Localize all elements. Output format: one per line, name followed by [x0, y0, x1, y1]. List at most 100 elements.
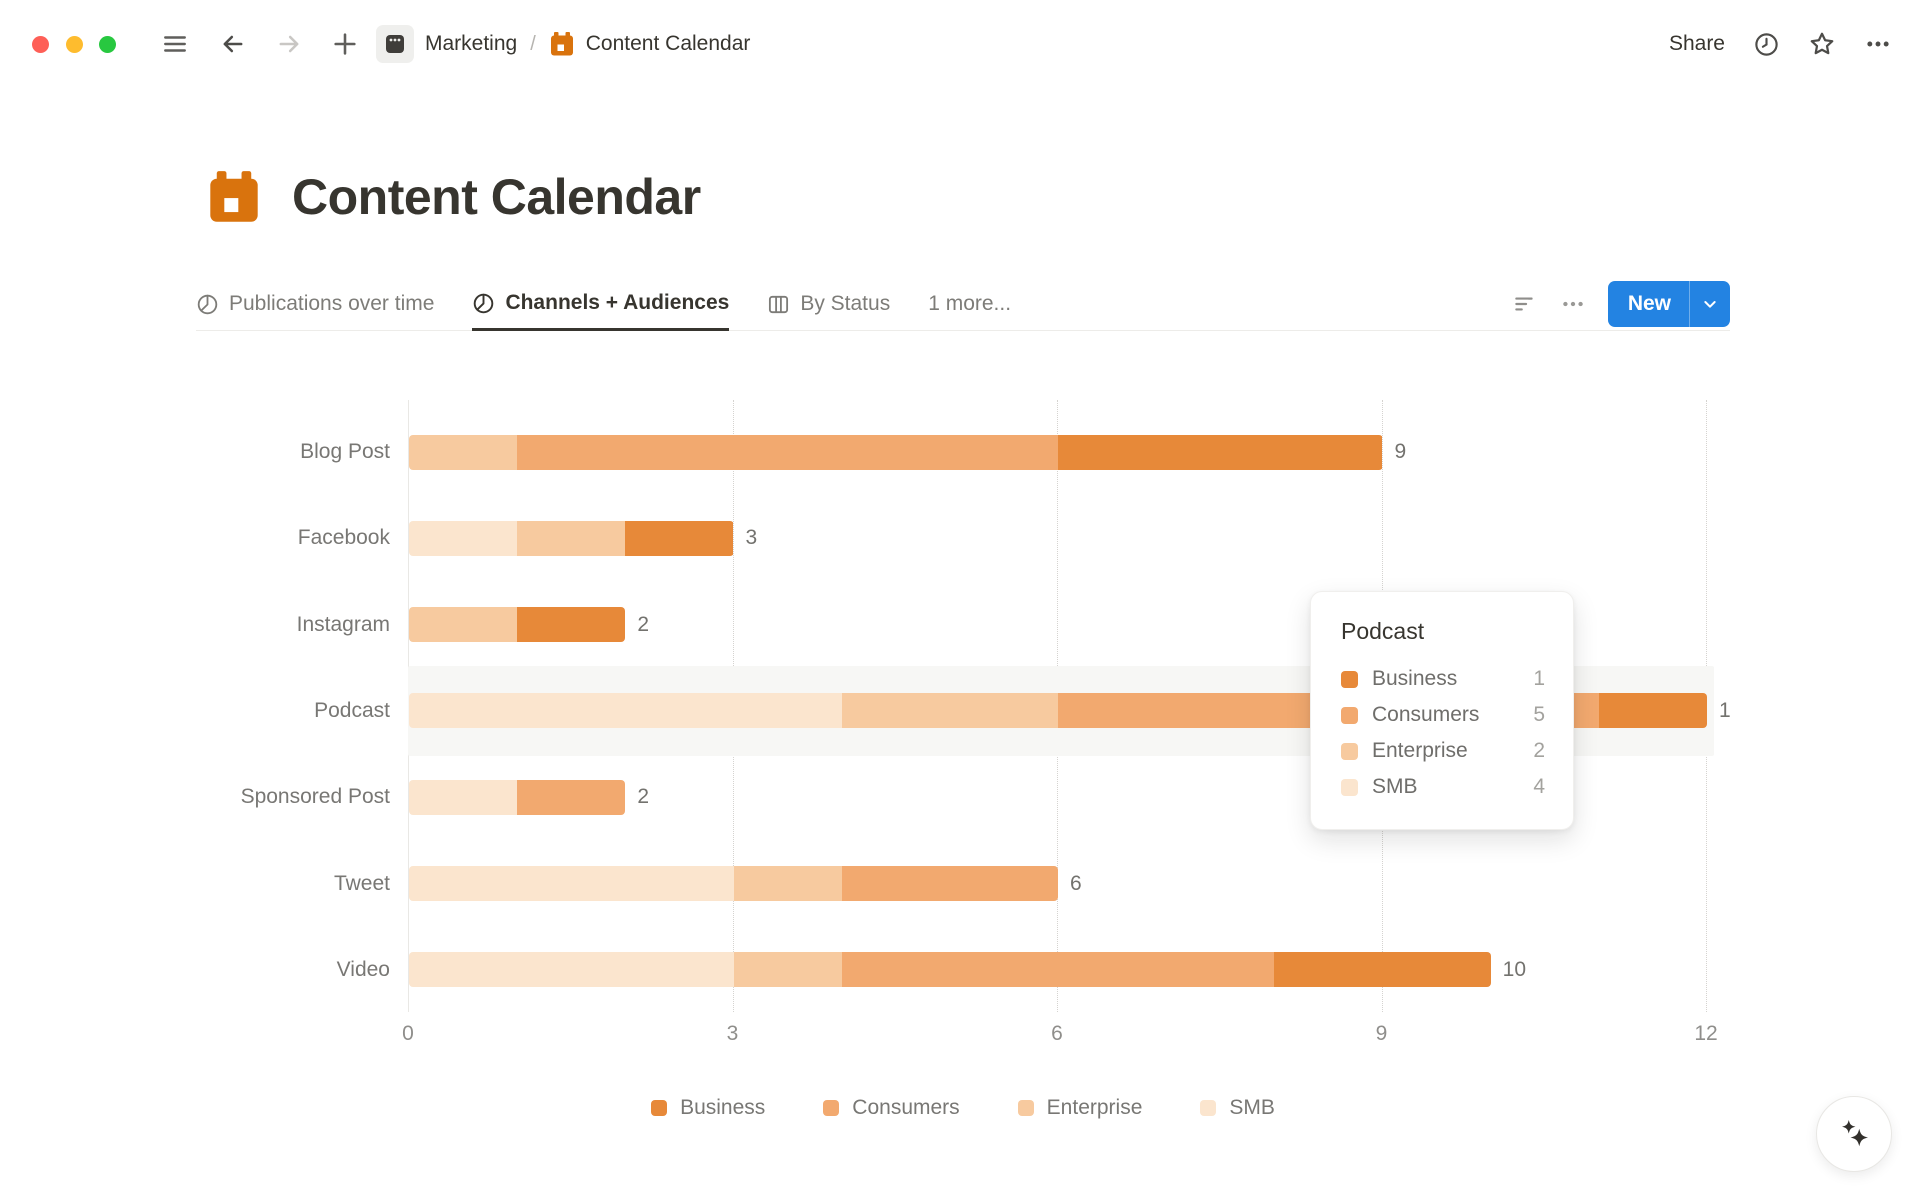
breadcrumb-page[interactable]: Content Calendar	[585, 32, 751, 55]
page-header: Content Calendar	[206, 168, 701, 226]
bar-facebook[interactable]	[409, 520, 734, 556]
bar-value-label: 2	[637, 785, 650, 809]
legend-item-enterprise[interactable]: Enterprise	[1017, 1096, 1143, 1120]
tooltip-title: Podcast	[1341, 618, 1425, 644]
bar-sponsored-post[interactable]	[409, 779, 626, 815]
tooltip-label: Enterprise	[1372, 739, 1468, 762]
back-arrow-icon[interactable]	[217, 28, 249, 60]
window-top-bar: Marketing / Content Calendar Share	[0, 0, 1920, 76]
bar-segment-enterprise[interactable]	[517, 520, 626, 556]
breadcrumb-workspace[interactable]: Marketing	[425, 32, 518, 55]
view-options-ellipsis-icon[interactable]	[1556, 287, 1590, 321]
new-page-plus-icon[interactable]	[329, 28, 361, 60]
tooltip-value: 1	[1533, 667, 1545, 690]
tooltip-row: SMB 4	[1341, 769, 1545, 805]
new-button-divider	[1689, 281, 1690, 327]
tab-publications-over-time[interactable]: Publications over time	[196, 278, 434, 331]
tab-more-views[interactable]: 1 more...	[928, 278, 1011, 331]
x-axis-tick: 0	[402, 1022, 414, 1045]
chevron-down-icon[interactable]	[1690, 281, 1730, 327]
favorite-star-icon[interactable]	[1808, 30, 1836, 58]
x-axis-tick: 6	[1051, 1022, 1063, 1045]
bar-segment-business[interactable]	[625, 520, 734, 556]
bar-segment-smb[interactable]	[409, 779, 518, 815]
tooltip-label: SMB	[1372, 775, 1418, 798]
bar-segment-business[interactable]	[1598, 693, 1707, 729]
history-clock-icon[interactable]	[1753, 31, 1780, 58]
filter-sort-icon[interactable]	[1508, 287, 1542, 321]
bar-blog-post[interactable]	[409, 434, 1383, 470]
smb-swatch-icon	[1341, 778, 1358, 796]
tooltip-row: Business 1	[1341, 661, 1545, 697]
bar-segment-business[interactable]	[1057, 434, 1383, 470]
legend-label: Business	[680, 1096, 766, 1119]
bar-segment-enterprise[interactable]	[841, 693, 1058, 729]
tab-by-status[interactable]: By Status	[767, 278, 890, 331]
tab-channels-audiences[interactable]: Channels + Audiences	[472, 278, 730, 331]
window-close-button[interactable]	[32, 36, 49, 53]
view-tabs-bar: Publications over time Channels + Audien…	[196, 278, 1730, 331]
bar-value-label: 3	[745, 526, 758, 550]
bar-segment-business[interactable]	[1274, 952, 1491, 988]
enterprise-swatch-icon	[1341, 742, 1358, 760]
bar-segment-enterprise[interactable]	[733, 952, 842, 988]
page-calendar-icon[interactable]	[206, 169, 262, 225]
bar-segment-consumers[interactable]	[517, 434, 1058, 470]
legend-label: Enterprise	[1046, 1096, 1143, 1119]
new-button[interactable]: New	[1607, 281, 1730, 327]
consumers-swatch-icon	[823, 1100, 840, 1116]
bar-instagram[interactable]	[409, 607, 626, 643]
tab-label: 1 more...	[928, 292, 1012, 315]
bar-segment-smb[interactable]	[409, 520, 518, 556]
x-axis-tick: 3	[726, 1022, 739, 1045]
tab-label: Channels + Audiences	[505, 291, 730, 314]
legend-item-business[interactable]: Business	[651, 1096, 765, 1120]
bar-segment-smb[interactable]	[409, 866, 734, 901]
business-swatch-icon	[651, 1100, 668, 1116]
page-title[interactable]: Content Calendar	[292, 169, 701, 225]
bar-tweet[interactable]	[409, 866, 1058, 901]
board-columns-icon	[767, 293, 790, 316]
more-options-icon[interactable]	[1864, 30, 1892, 58]
tooltip-value: 2	[1533, 739, 1545, 762]
forward-arrow-icon[interactable]	[273, 28, 305, 60]
window-zoom-button[interactable]	[99, 36, 116, 53]
bar-value-label: 6	[1070, 871, 1082, 895]
new-button-label[interactable]: New	[1627, 292, 1671, 315]
workspace-icon-tile[interactable]	[376, 25, 414, 63]
bar-segment-smb[interactable]	[409, 693, 842, 729]
bar-segment-consumers[interactable]	[517, 779, 626, 815]
sidebar-menu-icon[interactable]	[159, 28, 191, 60]
window-minimize-button[interactable]	[66, 36, 83, 53]
legend-label: SMB	[1229, 1096, 1275, 1119]
tab-label: By Status	[800, 292, 891, 315]
bar-segment-smb[interactable]	[409, 952, 734, 988]
bar-segment-consumers[interactable]	[841, 952, 1275, 988]
ai-sparkles-icon	[1842, 1120, 1868, 1147]
tooltip-row: Consumers 5	[1341, 697, 1545, 733]
enterprise-swatch-icon	[1017, 1100, 1034, 1116]
bar-segment-enterprise[interactable]	[409, 434, 518, 470]
bar-segment-enterprise[interactable]	[733, 866, 842, 901]
bar-video[interactable]	[409, 952, 1491, 988]
legend-item-smb[interactable]: SMB	[1200, 1096, 1275, 1120]
bar-segment-business[interactable]	[517, 607, 626, 643]
category-label-sponsored-post: Sponsored Post	[240, 785, 390, 809]
pie-chart-icon	[472, 292, 495, 315]
breadcrumb: Marketing / Content Calendar	[376, 22, 750, 66]
tooltip-value: 5	[1533, 703, 1545, 726]
bar-value-label: 9	[1394, 440, 1407, 463]
ai-assistant-button[interactable]	[1816, 1096, 1892, 1172]
bar-value-label: 1	[1719, 698, 1731, 722]
bar-segment-enterprise[interactable]	[409, 607, 518, 643]
bar-value-label: 10	[1502, 957, 1527, 981]
x-axis-tick: 12	[1694, 1022, 1718, 1045]
share-button[interactable]: Share	[1668, 32, 1725, 55]
pie-chart-icon	[196, 293, 219, 316]
stacked-bar-chart: 0 3 6 9 12 Blog Post 9 Facebook 3 Instagram 2 Podca…	[0, 360, 1920, 1140]
legend-label: Consumers	[852, 1096, 960, 1119]
legend-item-consumers[interactable]: Consumers	[823, 1096, 960, 1120]
bar-segment-consumers[interactable]	[841, 866, 1058, 901]
tooltip-label: Business	[1372, 667, 1458, 690]
tooltip-value: 4	[1533, 775, 1545, 798]
